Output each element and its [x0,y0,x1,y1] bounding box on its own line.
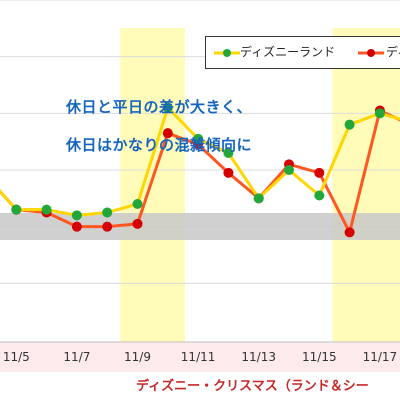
series-2-point-11-7 [71,221,82,232]
legend-swatch-sea [358,49,384,57]
series-1-point-11-8 [102,207,113,218]
series-1-point-11-12 [223,148,234,158]
series-2-point-11-16 [344,227,355,238]
series-1-point-11-11 [193,133,204,144]
series-2-point-11-9 [132,218,143,229]
x-tick-label-11-9: 11/9 [124,350,151,364]
x-axis-title: ディズニー・クリスマス（ランド＆シー [136,379,369,394]
series-1-point-11-17 [374,108,385,119]
legend-label-sea: ディズニーシー [386,45,400,59]
x-tick-label-11-17: 11/17 [363,350,398,364]
series-2-point-11-8 [102,221,113,232]
series-1-point-11-9 [132,199,143,209]
x-tick-label-11-15: 11/15 [302,350,337,364]
x-tick-label-11-7: 11/7 [63,350,90,364]
series-2-point-11-12 [223,167,234,178]
x-axis: 11/511/711/911/1111/1311/1511/1711/1911/… [0,341,400,364]
annotation-line-1: 休日と平日の差が大きく、 [66,98,253,116]
annotation-line-2: 休日はかなりの混雑傾向に [66,136,253,154]
legend-swatch-land [214,49,240,57]
legend-label-land: ディズニーランド [240,45,336,59]
highlight-bands [0,28,400,372]
average-range-band [0,213,400,240]
legend: ディズニーランド ディズニーシー [205,36,400,69]
series-1-point-11-15 [314,190,325,201]
x-tick-label-11-5: 11/5 [3,350,30,364]
highlight-band-2 [332,28,400,344]
series-1-point-11-5 [11,204,22,215]
series-2-point-11-10 [162,128,173,139]
series-1-point-11-10 [162,102,173,113]
series-2-point-11-15 [314,167,325,178]
series-1-point-11-16 [344,119,355,130]
series-line-1 [0,106,400,217]
series-1-point-11-14 [284,165,294,175]
series-1-point-11-7 [71,210,82,221]
series [0,102,400,238]
x-tick-label-11-13: 11/13 [241,350,276,364]
series-line-2 [0,109,400,234]
x-axis-label-band [0,342,400,372]
highlight-band-1 [120,28,185,344]
series-1-point-11-6 [41,204,52,215]
x-tick-label-11-11: 11/11 [181,350,216,364]
series-1-point-11-13 [253,193,264,204]
